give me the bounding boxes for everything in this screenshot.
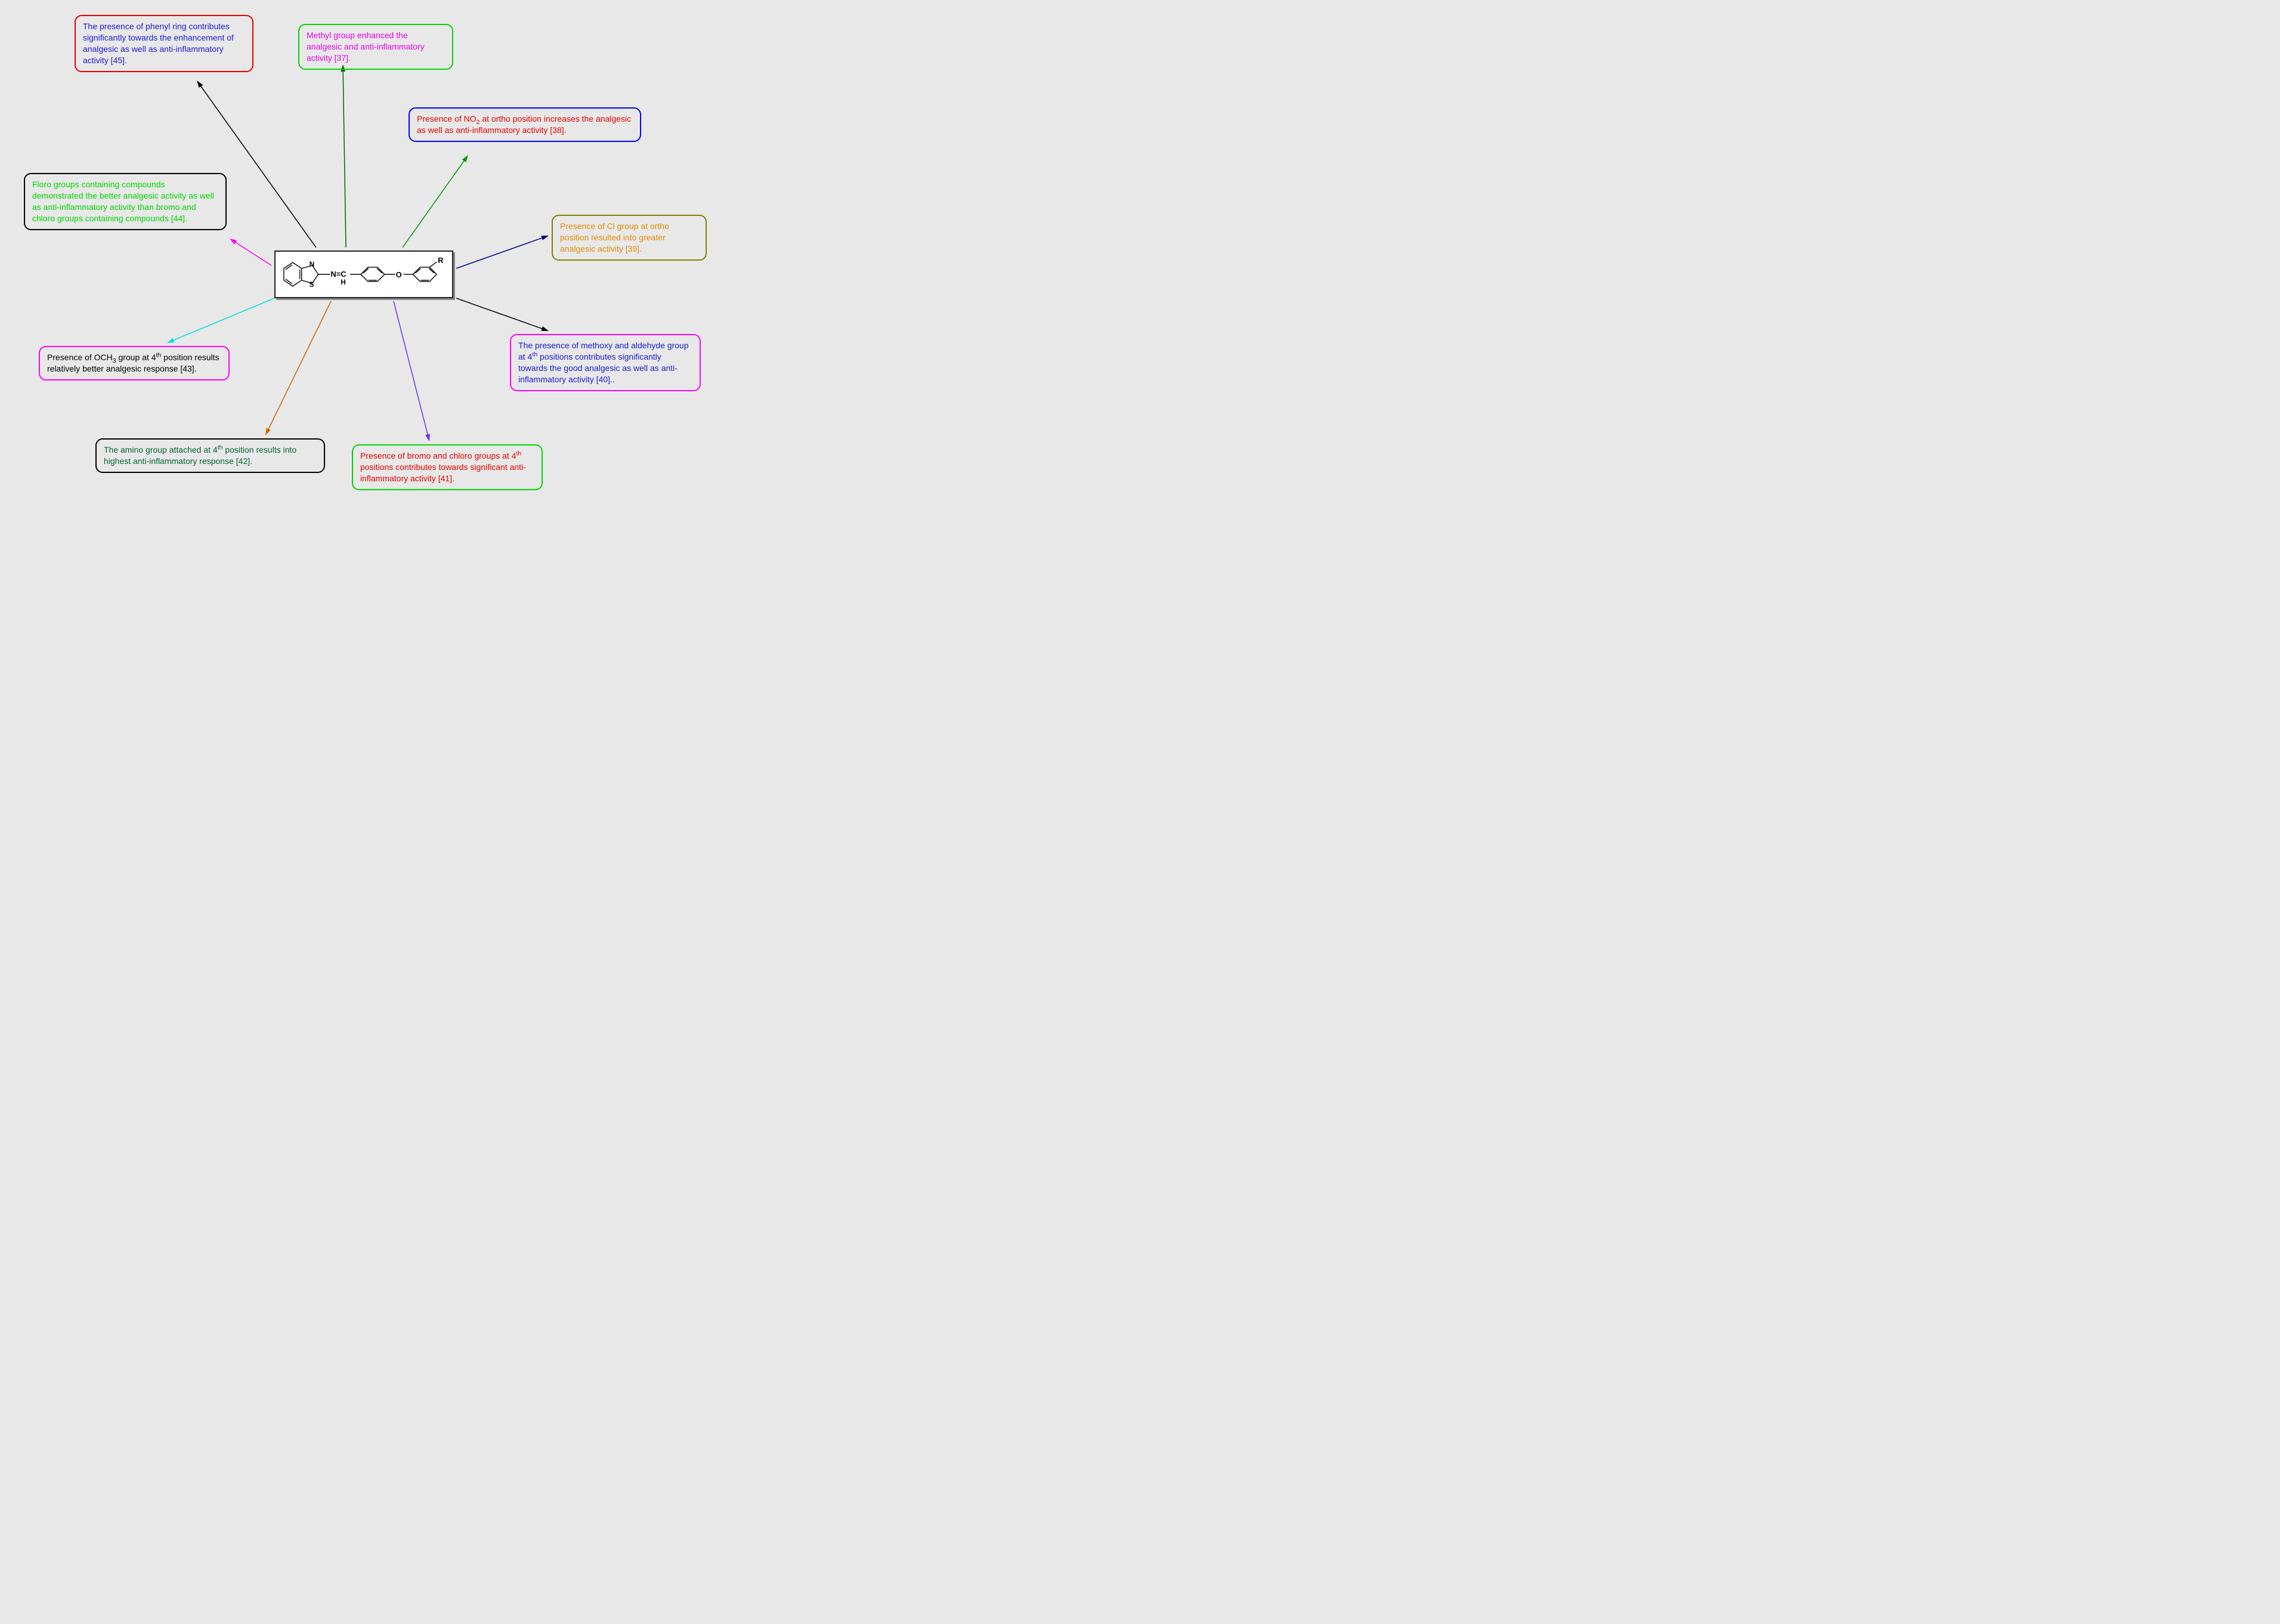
label-NCH: N=C [330, 270, 346, 279]
arrow-head-a-ma [541, 326, 549, 331]
central-structure-box: N S N=C H O [274, 250, 453, 298]
note-bromo-chloro: Presence of bromo and chloro groups at 4… [352, 444, 543, 490]
label-O: O [396, 270, 402, 279]
arrow-line-a-bc [394, 301, 429, 438]
note-och3: Presence of OCH3 group at 4th position r… [39, 346, 230, 381]
arrow-head-a-amino [265, 428, 271, 435]
label-H: H [341, 278, 346, 286]
arrow-line-a-amino [267, 301, 331, 432]
note-methoxy-aldehyde: The presence of methoxy and aldehyde gro… [510, 334, 701, 391]
arrow-head-a-floro [230, 239, 237, 245]
note-cl: Presence of Cl group at ortho position r… [552, 215, 707, 261]
arrow-head-a-bc [425, 434, 430, 441]
arrow-line-a-ma [456, 298, 545, 330]
label-R: R [438, 256, 444, 265]
arrow-head-a-och3 [167, 338, 175, 343]
chemical-structure-svg: N S N=C H O [278, 253, 450, 295]
arrow-head-a-no2 [462, 155, 468, 162]
label-S: S [310, 280, 314, 289]
arrow-head-a-cl [541, 236, 549, 240]
arrow-line-a-och3 [171, 298, 274, 342]
arrow-line-a-no2 [403, 158, 466, 248]
arrow-line-a-cl [456, 237, 545, 268]
note-phenyl: The presence of phenyl ring contributes … [75, 15, 253, 72]
diagram-canvas: N S N=C H O [0, 0, 740, 525]
arrow-head-a-phenyl [197, 81, 203, 88]
note-methyl: Methyl group enhanced the analgesic and … [298, 24, 453, 70]
note-no2: Presence of NO2 at ortho position increa… [409, 107, 641, 142]
label-N: N [310, 260, 315, 268]
note-amino: The amino group attached at 4th position… [95, 438, 325, 473]
arrow-line-a-floro [233, 240, 271, 265]
arrow-line-a-methyl [343, 68, 346, 248]
note-floro: Floro groups containing compounds demons… [24, 173, 227, 230]
